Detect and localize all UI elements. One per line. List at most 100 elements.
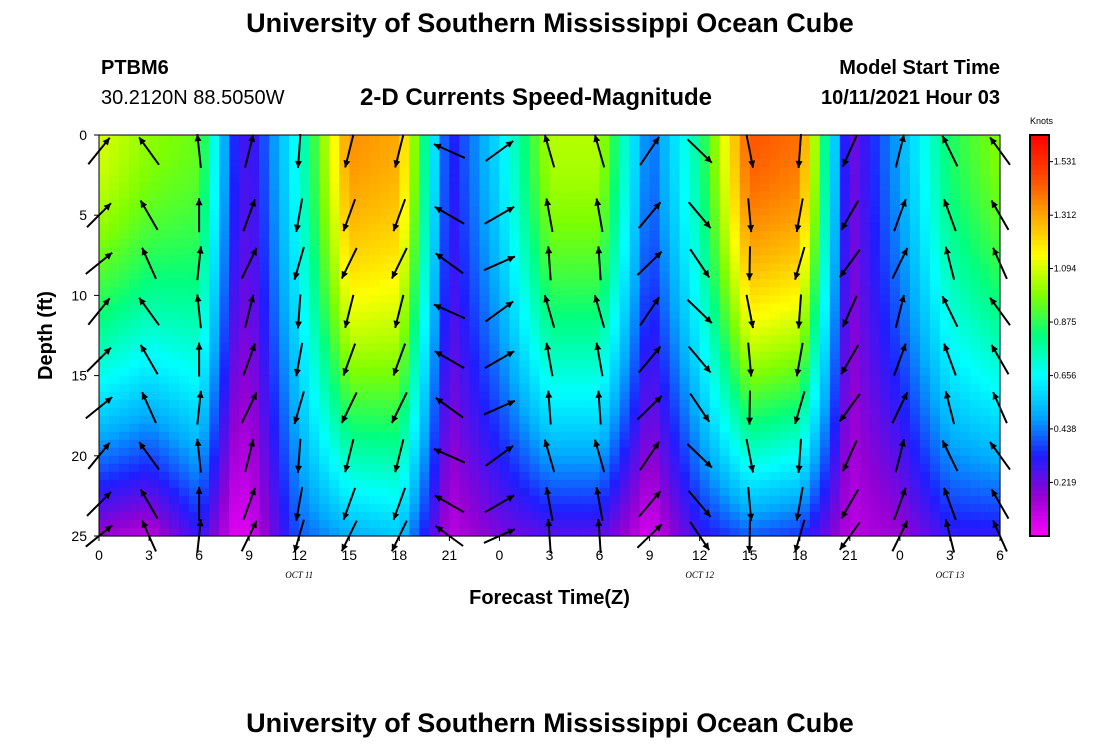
heatmap-cell xyxy=(909,503,921,513)
heatmap-cell xyxy=(689,415,701,425)
heatmap-cell xyxy=(569,455,581,465)
heatmap-cell xyxy=(329,519,340,529)
heatmap-cell xyxy=(349,447,360,457)
heatmap-cell xyxy=(539,335,551,345)
heatmap-cell xyxy=(349,279,360,288)
heatmap-cell xyxy=(289,511,300,521)
heatmap-cell xyxy=(729,151,741,160)
heatmap-cell xyxy=(719,455,731,465)
heatmap-cell xyxy=(909,463,921,473)
heatmap-cell xyxy=(159,495,170,505)
heatmap-cell xyxy=(219,231,230,240)
heatmap-cell xyxy=(369,351,380,361)
heatmap-cell xyxy=(819,255,831,264)
heatmap-cell xyxy=(359,471,370,481)
heatmap-cell xyxy=(239,207,250,216)
heatmap-cell xyxy=(479,167,491,176)
heatmap-cell xyxy=(329,383,340,393)
heatmap-cell xyxy=(389,351,400,361)
heatmap-cell xyxy=(779,223,791,232)
heatmap-cell xyxy=(229,247,240,256)
heatmap-cell xyxy=(759,335,771,345)
heatmap-cell xyxy=(879,439,891,449)
heatmap-cell xyxy=(899,183,911,192)
heatmap-cell xyxy=(299,463,310,473)
heatmap-cell xyxy=(669,383,681,393)
heatmap-cell xyxy=(519,495,531,505)
heatmap-cell xyxy=(169,175,180,184)
heatmap-cell xyxy=(769,247,781,256)
heatmap-cell xyxy=(329,255,340,264)
heatmap-cell xyxy=(549,367,561,377)
heatmap-cell xyxy=(499,335,511,345)
heatmap-cell xyxy=(619,503,631,513)
heatmap-cell xyxy=(569,255,581,264)
heatmap-cell xyxy=(839,359,851,369)
heatmap-cell xyxy=(689,215,701,224)
heatmap-cell xyxy=(839,239,851,248)
heatmap-cell xyxy=(489,279,501,288)
heatmap-cell xyxy=(979,271,991,280)
heatmap-cell xyxy=(189,183,200,192)
heatmap-cell xyxy=(929,439,941,449)
heatmap-cell xyxy=(629,287,641,296)
heatmap-cell xyxy=(849,351,861,361)
heatmap-cell xyxy=(439,231,450,240)
colorbar-tick-label: 1.312 xyxy=(1054,210,1077,220)
heatmap-cell xyxy=(619,455,631,465)
heatmap-cell xyxy=(949,519,961,529)
heatmap-cell xyxy=(679,191,691,200)
colorbar-swatch xyxy=(1030,510,1049,517)
heatmap-cell xyxy=(569,303,581,313)
heatmap-cell xyxy=(449,423,460,433)
heatmap-cell xyxy=(399,487,410,497)
heatmap-cell xyxy=(939,431,951,441)
heatmap-cell xyxy=(279,511,290,521)
current-vector xyxy=(485,444,514,467)
heatmap-cell xyxy=(699,287,711,296)
heatmap-cell xyxy=(609,207,621,216)
heatmap-cell xyxy=(779,319,791,329)
heatmap-cell xyxy=(769,359,781,369)
heatmap-cell xyxy=(129,439,140,449)
heatmap-cell xyxy=(239,287,250,296)
heatmap-cell xyxy=(879,199,891,208)
heatmap-cell xyxy=(929,263,941,272)
heatmap-cell xyxy=(309,503,320,513)
heatmap-cell xyxy=(599,223,611,232)
heatmap-cell xyxy=(979,383,991,393)
heatmap-cell xyxy=(749,167,761,176)
heatmap-cell xyxy=(99,479,110,489)
heatmap-cell xyxy=(899,431,911,441)
heatmap-cell xyxy=(399,423,410,433)
heatmap-cell xyxy=(329,487,340,497)
heatmap-cell xyxy=(299,407,310,417)
heatmap-cell xyxy=(799,479,811,489)
heatmap-cell xyxy=(99,423,110,433)
heatmap-cell xyxy=(909,263,921,272)
heatmap-cell xyxy=(879,207,891,216)
heatmap-cell xyxy=(949,279,961,288)
heatmap-cell xyxy=(409,415,420,425)
heatmap-cell xyxy=(249,495,260,505)
heatmap-cell xyxy=(769,279,781,288)
heatmap-cell xyxy=(219,375,230,385)
heatmap-cell xyxy=(669,335,681,345)
current-vector xyxy=(195,342,203,377)
heatmap-cell xyxy=(319,463,330,473)
heatmap-cell xyxy=(659,359,671,369)
heatmap-cell xyxy=(209,135,220,144)
heatmap-cell xyxy=(149,495,160,505)
heatmap-cell xyxy=(919,271,931,280)
heatmap-cell xyxy=(869,159,881,168)
heatmap-cell xyxy=(419,231,430,240)
heatmap-cell xyxy=(569,495,581,505)
heatmap-cell xyxy=(879,487,891,497)
heatmap-cell xyxy=(619,191,631,200)
current-vector xyxy=(943,487,957,521)
heatmap-cell xyxy=(479,223,491,232)
chart-title-top: University of Southern Mississippi Ocean… xyxy=(246,8,854,38)
heatmap-cell xyxy=(799,343,811,353)
heatmap-cell xyxy=(759,143,771,152)
heatmap-cell xyxy=(149,383,160,393)
